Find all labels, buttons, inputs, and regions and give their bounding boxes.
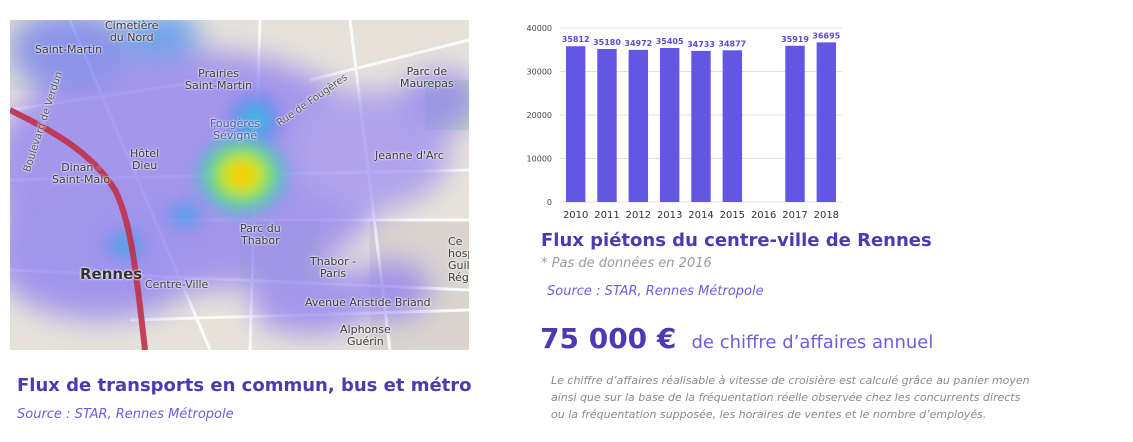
- pedestrian-title: Flux piétons du centre-ville de Rennes: [541, 230, 932, 251]
- pedestrian-note: * Pas de données en 2016: [541, 256, 712, 271]
- revenue-amount: 75 000 €: [540, 322, 677, 355]
- pedestrian-bar-chart: 0 10000 20000 30000 40000 35812 2010 35180 2011 3…: [527, 24, 842, 221]
- map-label-saint-martin: Saint-Martin: [35, 43, 103, 56]
- bar-2013: [659, 47, 680, 202]
- x-tick-label: 2012: [626, 210, 651, 221]
- x-tick-label: 2016: [751, 210, 776, 221]
- bar-2017: [785, 45, 805, 202]
- map-label-cimetiere: Cimetière du Nord: [105, 20, 159, 44]
- bar-2012: [628, 49, 649, 203]
- x-tick-label: 2014: [688, 210, 713, 221]
- map-label-fougeres: Fougères Sévigné: [210, 117, 261, 142]
- data-label-2013: 35405: [656, 37, 684, 46]
- revenue-description-line: ou la fréquentation supposée, les horair…: [551, 408, 987, 421]
- map-label-hopital: Ce hospi Guill Rég: [448, 235, 469, 284]
- bar-2011: [597, 48, 617, 203]
- x-tick-label: 2018: [814, 210, 839, 221]
- revenue-description: Le chiffre d’affaires réalisable à vites…: [551, 372, 1126, 423]
- x-tick-label: 2010: [563, 210, 588, 221]
- data-label-2014: 34733: [687, 40, 715, 49]
- bar-2015: [722, 50, 743, 202]
- map-label-jeanne-darc: Jeanne d'Arc: [375, 149, 444, 162]
- pedestrian-source: Source : STAR, Rennes Métropole: [547, 284, 764, 299]
- data-label-2017: 35919: [781, 35, 809, 44]
- data-label-2015: 34877: [718, 39, 746, 48]
- bar-2018: [816, 42, 837, 203]
- map-label-thabor-paris: Thabor - Paris: [310, 255, 357, 280]
- y-tick-label: 0: [547, 198, 552, 207]
- map-label-parc-maurepas: Parc de Maurepas: [400, 65, 454, 90]
- y-tick-label: 10000: [527, 155, 552, 164]
- map-label-prairies: Prairies Saint-Martin: [185, 67, 253, 92]
- map-label-avenue-briand: Avenue Aristide Briand: [305, 296, 431, 309]
- data-label-2012: 34972: [624, 39, 652, 48]
- x-tick-label: 2013: [657, 210, 682, 221]
- bar-2010: [565, 46, 586, 202]
- map-label-rennes: Rennes: [80, 265, 143, 283]
- map-label-hotel-dieu: Hôtel Dieu: [130, 147, 160, 172]
- x-tick-label: 2015: [720, 210, 745, 221]
- map-label-parc-thabor: Parc du Thabor: [240, 222, 281, 247]
- data-label-2010: 35812: [562, 35, 590, 44]
- y-tick-label: 40000: [527, 24, 552, 33]
- map-source: Source : STAR, Rennes Métropole: [17, 407, 234, 422]
- data-label-2011: 35180: [593, 38, 621, 47]
- y-tick-label: 30000: [527, 68, 552, 77]
- x-tick-label: 2011: [594, 210, 619, 221]
- map-label-dinan: Dinan - Saint-Malo: [52, 161, 111, 186]
- revenue-description-line: ainsi que sur la base de la fréquentatio…: [551, 391, 1021, 404]
- data-label-2018: 36695: [812, 31, 840, 40]
- heatmap-map: Cimetière du Nord Saint-Martin Prairies …: [10, 20, 469, 350]
- y-tick-label: 20000: [527, 111, 552, 120]
- x-tick-label: 2017: [782, 210, 807, 221]
- revenue-description-line: Le chiffre d’affaires réalisable à vites…: [551, 374, 1030, 387]
- map-label-centre-ville: Centre-Ville: [145, 278, 209, 291]
- map-title: Flux de transports en commun, bus et mét…: [17, 375, 472, 396]
- bar-2014: [691, 50, 711, 202]
- revenue-text: de chiffre d’affaires annuel: [691, 332, 934, 353]
- map-label-alphonse: Alphonse Guérin: [340, 323, 391, 348]
- map-background: [10, 20, 469, 350]
- revenue-block: 75 000 € de chiffre d’affaires annuel: [540, 322, 933, 355]
